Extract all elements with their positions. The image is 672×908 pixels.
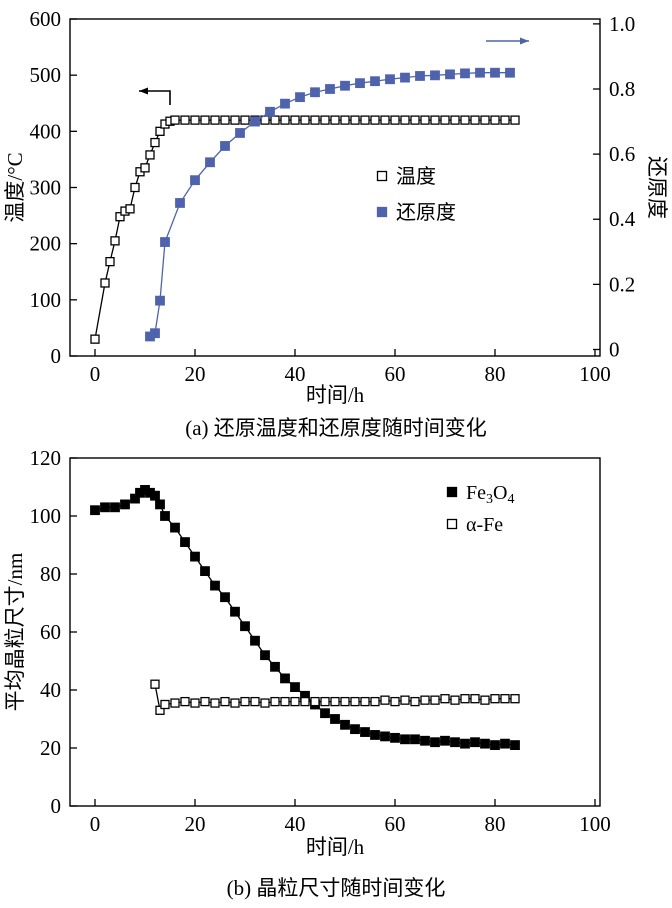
svg-text:0: 0 xyxy=(51,344,62,368)
svg-text:Fe3O4: Fe3O4 xyxy=(466,482,514,507)
y-axis-right: 0 0.2 0.4 0.6 0.8 1.0 还原度 xyxy=(593,12,669,361)
svg-text:0: 0 xyxy=(90,362,101,386)
svg-text:0.8: 0.8 xyxy=(609,77,635,101)
chart-a-reduction-temperature: 0 20 40 60 80 100时间/h0100200300400500600温度/°C… xyxy=(3,7,669,407)
caption-b: (b) 晶粒尺寸随时间变化 xyxy=(226,876,446,900)
svg-text:温度: 温度 xyxy=(396,165,436,188)
plot-frame xyxy=(69,457,601,807)
svg-text:100: 100 xyxy=(30,288,62,312)
svg-text:还原度: 还原度 xyxy=(396,201,456,224)
plot-frame xyxy=(69,18,601,357)
svg-text:40: 40 xyxy=(285,812,306,836)
svg-text:20: 20 xyxy=(40,736,61,760)
x-axis: 0 20 40 60 80 100 时间/h xyxy=(90,799,611,859)
right-axis-arrow xyxy=(486,37,529,45)
x-axis-label: 时间/h xyxy=(306,835,365,859)
series-temperature xyxy=(90,115,520,344)
svg-text:40: 40 xyxy=(40,678,61,702)
svg-text:60: 60 xyxy=(385,812,406,836)
y-axis-left-label: 平均晶粒尺寸/nm xyxy=(3,553,27,712)
y-axis-left: 0 20 40 60 80 100 120 平均晶粒尺寸/nm xyxy=(3,446,77,818)
svg-text:100: 100 xyxy=(579,812,611,836)
y-axis-left-label: 温度/°C xyxy=(3,152,27,222)
series-reduction xyxy=(145,67,515,342)
svg-text:0.4: 0.4 xyxy=(609,207,636,231)
svg-text:100: 100 xyxy=(579,362,611,386)
svg-text:1.0: 1.0 xyxy=(609,12,635,36)
svg-text:200: 200 xyxy=(30,232,62,256)
svg-text:0: 0 xyxy=(609,337,620,361)
svg-text:300: 300 xyxy=(30,176,62,200)
svg-text:20: 20 xyxy=(185,362,206,386)
svg-text:0.2: 0.2 xyxy=(609,272,635,296)
left-axis-arrow xyxy=(139,87,171,105)
svg-text:40: 40 xyxy=(285,362,306,386)
legend: Fe3O4 α-Fe xyxy=(446,482,514,536)
svg-text:80: 80 xyxy=(485,362,506,386)
svg-text:500: 500 xyxy=(30,63,62,87)
series-alpha-fe xyxy=(150,679,520,715)
chart-b-grain-size: 0 20 40 60 80 100 时间/h 0 20 40 60 80 100 120 平均晶粒尺寸/nm… xyxy=(3,446,611,859)
x-axis-label: 时间/h xyxy=(306,383,365,407)
svg-text:60: 60 xyxy=(40,620,61,644)
caption-a: (a) 还原温度和还原度随时间变化 xyxy=(185,416,487,440)
svg-text:0: 0 xyxy=(51,794,62,818)
series-fe3o4 xyxy=(90,485,520,751)
svg-text:20: 20 xyxy=(185,812,206,836)
svg-text:α-Fe: α-Fe xyxy=(466,514,503,536)
svg-text:600: 600 xyxy=(30,7,62,31)
y-axis-right-label: 还原度 xyxy=(645,156,669,219)
svg-text:0.6: 0.6 xyxy=(609,142,635,166)
svg-text:80: 80 xyxy=(485,812,506,836)
y-axis-left: 0 100 200 300 400 500 600 温度/°C xyxy=(3,7,77,368)
svg-text:100: 100 xyxy=(30,504,62,528)
svg-text:80: 80 xyxy=(40,562,61,586)
x-axis: 0 20 40 60 80 100 时间/h xyxy=(90,349,611,407)
svg-text:120: 120 xyxy=(30,446,62,470)
svg-text:400: 400 xyxy=(30,119,62,143)
svg-text:60: 60 xyxy=(385,362,406,386)
svg-text:0: 0 xyxy=(90,812,101,836)
